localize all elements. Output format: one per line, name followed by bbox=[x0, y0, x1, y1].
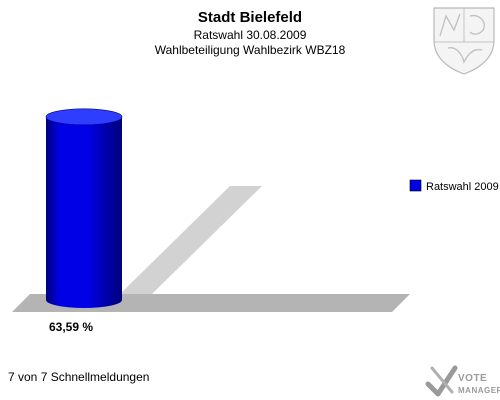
chart-subtitle-date: Ratswahl 30.08.2009 bbox=[194, 28, 307, 42]
ballot-check-icon bbox=[425, 365, 458, 397]
coat-of-arms-icon bbox=[433, 7, 495, 75]
bar-body bbox=[46, 116, 122, 308]
brand-line-2: MANAGER bbox=[458, 386, 500, 395]
vote-manager-logo: VOTE MANAGER bbox=[425, 365, 500, 397]
legend-swatch-ratswahl-2009 bbox=[409, 179, 422, 192]
footer-status: 7 von 7 Schnellmeldungen bbox=[8, 370, 149, 384]
chart-back-shadow bbox=[120, 186, 262, 294]
bar-top bbox=[45, 108, 123, 126]
chart-title: Stadt Bielefeld bbox=[198, 9, 302, 26]
chart-subtitle-district: Wahlbeteiligung Wahlbezirk WBZ18 bbox=[155, 43, 346, 57]
bar-ratswahl-2009 bbox=[45, 108, 123, 308]
data-label-ratswahl-2009: 63,59 % bbox=[49, 320, 93, 334]
legend-label-ratswahl-2009: Ratswahl 2009 bbox=[426, 181, 499, 193]
brand-line-1: VOTE bbox=[458, 373, 487, 384]
